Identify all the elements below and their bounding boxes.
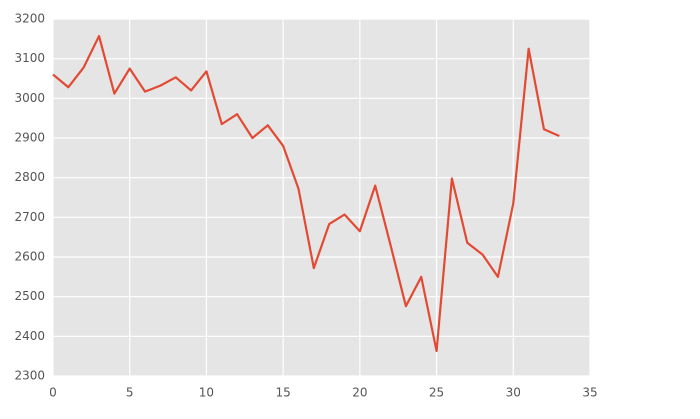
- x-tick-label: 0: [49, 386, 57, 400]
- y-tick-label: 2900: [14, 131, 45, 145]
- y-tick-label: 2300: [14, 369, 45, 383]
- x-tick-label: 20: [352, 386, 367, 400]
- line: [52, 34, 560, 353]
- y-tick-label: 2500: [14, 289, 45, 303]
- y-tick-label: 2800: [14, 170, 45, 184]
- y-tick-label: 2400: [14, 329, 45, 343]
- y-tick-label: 3200: [14, 12, 45, 26]
- x-tick-label: 10: [199, 386, 214, 400]
- x-tick-label: 35: [582, 386, 597, 400]
- plot-area: [53, 19, 590, 376]
- x-tick-label: 15: [276, 386, 291, 400]
- y-tick-label: 2600: [14, 250, 45, 264]
- x-tick-label: 5: [126, 386, 134, 400]
- x-tick-label: 25: [429, 386, 444, 400]
- y-tick-label: 3000: [14, 91, 45, 105]
- y-tick-label: 2700: [14, 210, 45, 224]
- y-tick-label: 3100: [14, 51, 45, 65]
- x-tick-label: 30: [506, 386, 521, 400]
